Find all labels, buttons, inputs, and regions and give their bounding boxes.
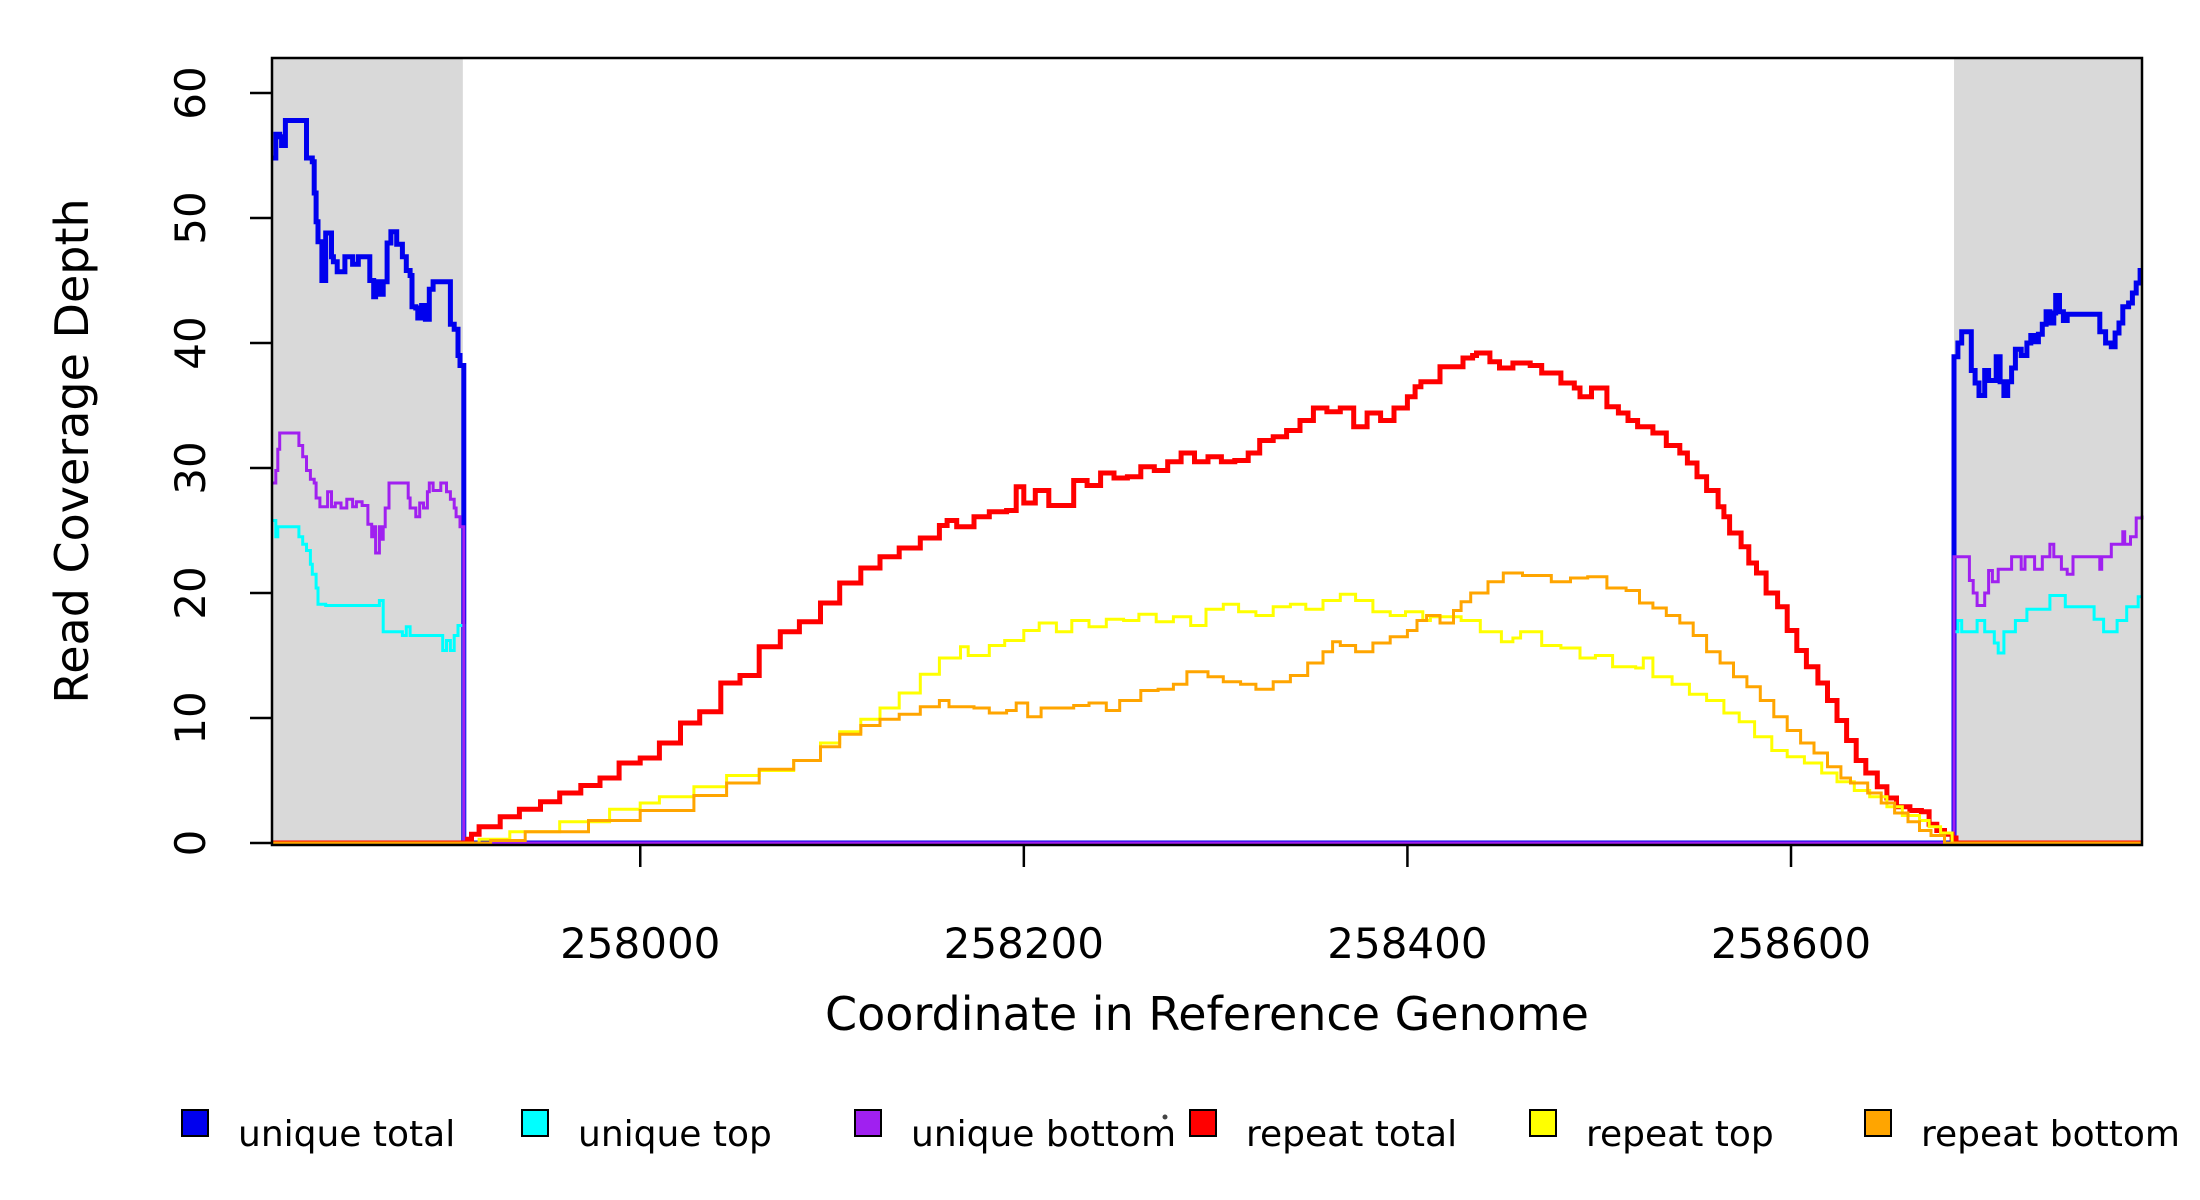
y-tick-label: 20 (166, 566, 215, 619)
series-line-repeat-bottom (272, 571, 2142, 845)
legend-label-unique-bottom: unique bottom (911, 1114, 1176, 1155)
x-tick-label: 258600 (1711, 919, 1871, 968)
series-line-unique-total (272, 118, 2143, 846)
legend-label-repeat-total: repeat total (1246, 1114, 1457, 1155)
x-axis-title: Coordinate in Reference Genome (825, 987, 1589, 1041)
series-line-repeat-top (272, 592, 2142, 845)
legend-label-unique-total: unique total (238, 1114, 455, 1155)
y-tick-label: 50 (166, 191, 215, 244)
legend-swatch-unique-bottom (854, 1109, 882, 1137)
y-tick-label: 10 (166, 691, 215, 744)
y-tick-label: 0 (166, 830, 215, 857)
masked-region (1954, 58, 2142, 845)
x-tick-label: 258400 (1327, 919, 1487, 968)
series-line-repeat-total (272, 350, 2142, 846)
legend-swatch-unique-top (521, 1109, 549, 1137)
series-line-unique-top (272, 519, 2142, 845)
series-line-unique-bottom (272, 431, 2144, 845)
x-tick-label: 258000 (560, 919, 720, 968)
legend-swatch-unique-total (181, 1109, 209, 1137)
masked-region (272, 58, 463, 845)
stray-dot-artifact (1162, 1114, 1168, 1120)
legend-swatch-repeat-bottom (1864, 1109, 1892, 1137)
x-tick-label: 258200 (944, 919, 1104, 968)
y-tick-label: 60 (166, 66, 215, 119)
y-axis-title: Read Coverage Depth (45, 198, 99, 703)
legend-label-unique-top: unique top (578, 1114, 772, 1155)
legend-label-repeat-bottom: repeat bottom (1921, 1114, 2180, 1155)
y-tick-label: 30 (166, 441, 215, 494)
legend-swatch-repeat-top (1529, 1109, 1557, 1137)
legend-swatch-repeat-total (1189, 1109, 1217, 1137)
y-tick-label: 40 (166, 316, 215, 369)
plot-frame (270, 56, 2144, 847)
legend-label-repeat-top: repeat top (1586, 1114, 1774, 1155)
